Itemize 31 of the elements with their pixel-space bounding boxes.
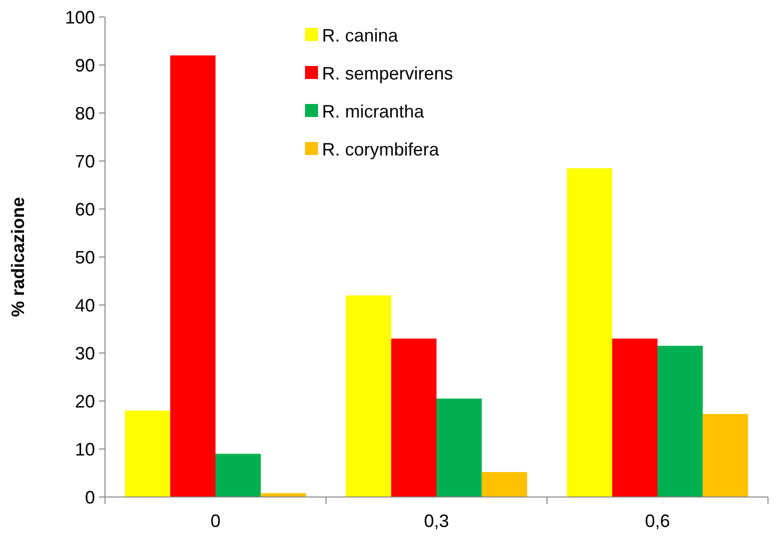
bar	[658, 346, 703, 497]
y-tick-label: 10	[74, 439, 95, 460]
bar	[436, 398, 482, 497]
y-tick-label: 30	[74, 343, 95, 364]
bar	[124, 410, 170, 497]
legend-label: R. corymbifera	[322, 139, 440, 160]
legend-label: R. canina	[322, 25, 400, 46]
y-tick-label: 80	[74, 103, 95, 124]
y-tick-label: 60	[74, 199, 95, 220]
x-tick-label: 0	[210, 511, 221, 531]
y-tick-label: 70	[74, 151, 95, 172]
bar	[391, 338, 436, 497]
bar	[346, 295, 392, 497]
bar	[702, 414, 748, 497]
x-tick-label: 0,6	[644, 511, 670, 531]
bar	[216, 454, 261, 497]
y-tick-label: 40	[74, 295, 95, 316]
y-tick-label: 100	[64, 7, 95, 28]
legend-label: R. micrantha	[322, 101, 426, 122]
y-tick-label: 20	[74, 391, 95, 412]
bar	[482, 472, 528, 497]
y-tick-label: 0	[84, 487, 95, 508]
y-tick-label: 90	[74, 55, 95, 76]
x-tick-label: 0,3	[424, 511, 450, 531]
bar	[566, 168, 612, 497]
bar	[170, 55, 216, 497]
y-axis-title: % radicazione	[8, 196, 28, 318]
y-tick-label: 50	[74, 247, 95, 268]
bar	[260, 493, 306, 497]
legend-label: R. sempervirens	[322, 63, 454, 84]
bar	[612, 338, 658, 497]
